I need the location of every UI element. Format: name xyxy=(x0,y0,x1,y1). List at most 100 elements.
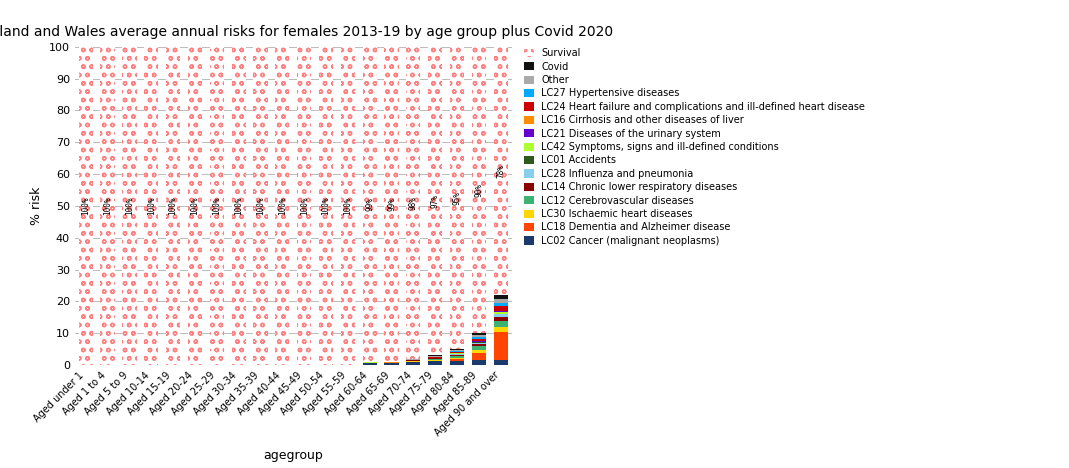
Bar xyxy=(450,359,464,361)
Bar xyxy=(428,47,443,356)
Bar xyxy=(100,47,114,365)
Bar xyxy=(79,47,93,365)
Text: 100%: 100% xyxy=(190,197,200,215)
Text: 90%: 90% xyxy=(475,183,483,197)
Text: 100%: 100% xyxy=(213,197,221,215)
Text: 100%: 100% xyxy=(322,197,330,215)
Bar xyxy=(253,47,267,365)
Bar xyxy=(362,47,376,362)
Bar xyxy=(471,339,486,341)
Bar xyxy=(494,317,508,321)
Bar xyxy=(450,355,464,356)
Bar xyxy=(494,311,508,312)
Bar xyxy=(494,295,508,299)
Bar xyxy=(385,47,399,362)
Bar xyxy=(253,47,267,365)
Bar xyxy=(450,354,464,355)
Bar xyxy=(494,360,508,365)
Bar xyxy=(406,360,420,361)
Bar xyxy=(494,47,508,295)
Bar xyxy=(406,362,420,365)
Bar xyxy=(275,47,290,365)
Bar xyxy=(428,360,443,361)
Bar xyxy=(471,47,486,333)
Bar xyxy=(406,47,420,358)
Text: 100%: 100% xyxy=(299,197,309,215)
Bar xyxy=(297,47,311,365)
Bar xyxy=(494,327,508,332)
Bar xyxy=(450,352,464,353)
Bar xyxy=(450,350,464,351)
Bar xyxy=(494,332,508,360)
Bar xyxy=(471,47,486,333)
Bar xyxy=(341,47,355,365)
Bar xyxy=(471,346,486,350)
Bar xyxy=(450,349,464,350)
Bar xyxy=(471,353,486,360)
Bar xyxy=(450,47,464,349)
Bar xyxy=(297,47,311,365)
Bar xyxy=(232,47,246,365)
Bar xyxy=(428,356,443,357)
Bar xyxy=(494,299,508,303)
Legend: Survival, Covid, Other, LC27 Hypertensive diseases, LC24 Heart failure and compl: Survival, Covid, Other, LC27 Hypertensiv… xyxy=(521,45,868,249)
Bar xyxy=(428,358,443,359)
Text: 100%: 100% xyxy=(103,197,112,215)
Bar xyxy=(166,47,181,365)
Bar xyxy=(406,47,420,358)
Bar xyxy=(494,47,508,295)
Bar xyxy=(188,47,202,365)
Title: England and Wales average annual risks for females 2013-19 by age group plus Cov: England and Wales average annual risks f… xyxy=(0,25,614,39)
Bar xyxy=(428,359,443,360)
Bar xyxy=(122,47,137,365)
Text: 99%: 99% xyxy=(387,197,396,211)
Bar xyxy=(210,47,223,365)
Bar xyxy=(319,47,334,365)
Bar xyxy=(494,312,508,314)
Text: 100%: 100% xyxy=(146,197,156,215)
Bar xyxy=(471,350,486,353)
Bar xyxy=(79,47,93,365)
Bar xyxy=(471,335,486,337)
Bar xyxy=(319,47,334,365)
Y-axis label: % risk: % risk xyxy=(30,187,44,225)
Text: 100%: 100% xyxy=(81,197,90,215)
Text: 100%: 100% xyxy=(234,197,243,215)
Text: 98%: 98% xyxy=(408,196,418,210)
Bar xyxy=(428,357,443,358)
Bar xyxy=(275,47,290,365)
Bar xyxy=(494,314,508,317)
Bar xyxy=(450,351,464,352)
Bar xyxy=(362,363,376,365)
Bar xyxy=(144,47,158,365)
Text: 100%: 100% xyxy=(255,197,265,215)
Bar xyxy=(166,47,181,365)
Text: 99%: 99% xyxy=(366,197,374,211)
Bar xyxy=(428,361,443,365)
Text: 97%: 97% xyxy=(431,194,439,208)
Bar xyxy=(471,333,486,335)
Bar xyxy=(471,344,486,346)
Bar xyxy=(494,321,508,327)
Text: 100%: 100% xyxy=(278,197,286,215)
Bar xyxy=(450,356,464,358)
Bar xyxy=(428,47,443,356)
Text: 100%: 100% xyxy=(343,197,353,215)
Bar xyxy=(385,363,399,365)
Bar xyxy=(494,303,508,306)
Bar xyxy=(471,341,486,342)
Bar xyxy=(362,47,376,362)
Bar xyxy=(494,306,508,311)
Bar xyxy=(232,47,246,365)
Bar xyxy=(188,47,202,365)
Bar xyxy=(450,47,464,349)
Bar xyxy=(385,47,399,362)
Text: 100%: 100% xyxy=(125,197,134,215)
Bar xyxy=(471,343,486,344)
Bar xyxy=(210,47,223,365)
Bar xyxy=(122,47,137,365)
Text: 95%: 95% xyxy=(452,191,462,205)
Bar xyxy=(471,337,486,339)
Bar xyxy=(450,358,464,359)
Text: 100%: 100% xyxy=(169,197,177,215)
